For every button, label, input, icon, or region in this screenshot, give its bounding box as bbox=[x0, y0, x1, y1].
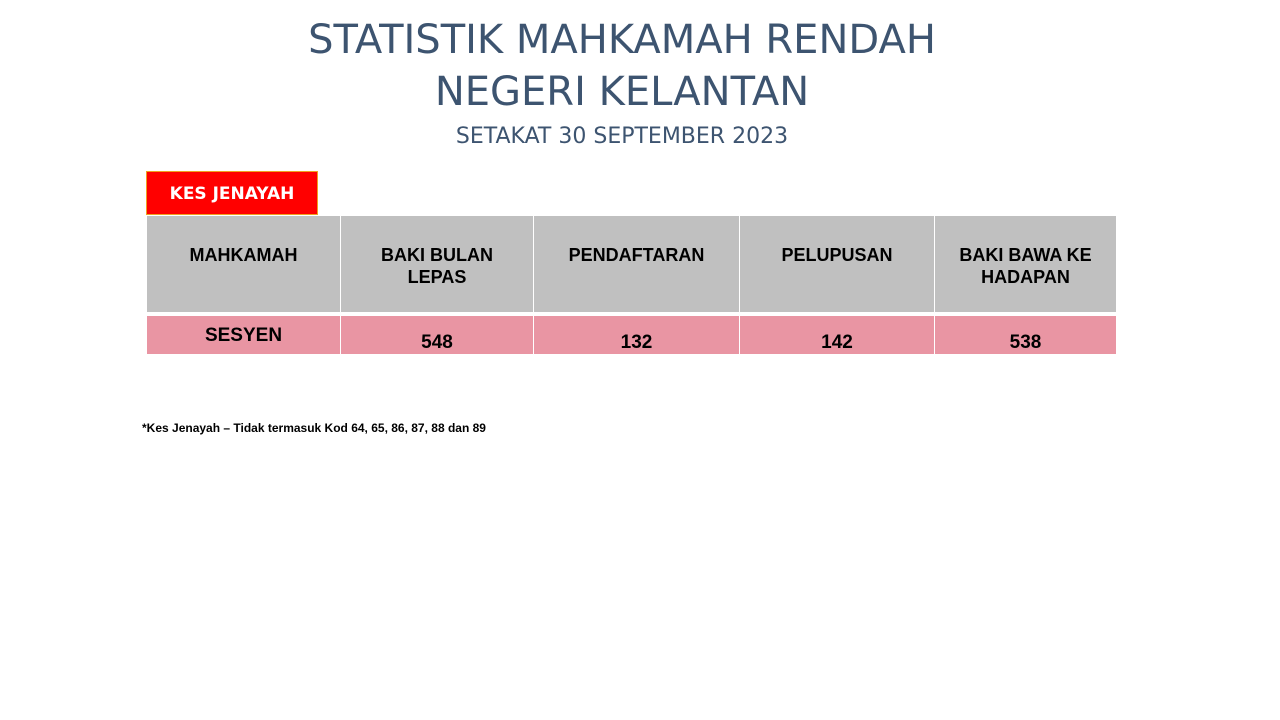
cell-baki-bulan-lepas: 548 bbox=[340, 312, 534, 354]
cell-pendaftaran: 132 bbox=[533, 312, 740, 354]
column-header-baki-bawa-ke-hadapan: BAKI BAWA KE HADAPAN bbox=[934, 216, 1117, 314]
category-tab-kes-jenayah: KES JENAYAH bbox=[146, 171, 318, 215]
footnote: *Kes Jenayah – Tidak termasuk Kod 64, 65… bbox=[142, 421, 486, 435]
column-header-pelupusan: PELUPUSAN bbox=[739, 216, 935, 314]
column-header-baki-bawa-ke-hadapan-text: BAKI BAWA KE HADAPAN bbox=[959, 245, 1092, 287]
page-title-line-2: NEGERI KELANTAN bbox=[434, 69, 810, 115]
column-header-pendaftaran: PENDAFTARAN bbox=[533, 216, 740, 314]
column-header-baki-bulan-lepas: BAKI BULAN LEPAS bbox=[340, 216, 534, 314]
cell-pelupusan: 142 bbox=[739, 312, 935, 354]
table-header-row: MAHKAMAH BAKI BULAN LEPAS PENDAFTARAN PE… bbox=[146, 216, 1117, 314]
page-title-line-1: STATISTIK MAHKAMAH RENDAH bbox=[308, 17, 936, 63]
table-row: SESYEN 548 132 142 538 bbox=[146, 312, 1117, 354]
cell-baki-bawa-ke-hadapan: 538 bbox=[934, 312, 1117, 354]
page-subtitle: SETAKAT 30 SEPTEMBER 2023 bbox=[455, 124, 789, 149]
column-header-mahkamah: MAHKAMAH bbox=[146, 216, 341, 314]
column-header-baki-bulan-lepas-text: BAKI BULAN LEPAS bbox=[381, 245, 493, 287]
cell-court-name: SESYEN bbox=[146, 312, 341, 354]
statistics-table: MAHKAMAH BAKI BULAN LEPAS PENDAFTARAN PE… bbox=[146, 216, 1117, 354]
title-block: STATISTIK MAHKAMAH RENDAH NEGERI KELANTA… bbox=[0, 14, 1244, 154]
